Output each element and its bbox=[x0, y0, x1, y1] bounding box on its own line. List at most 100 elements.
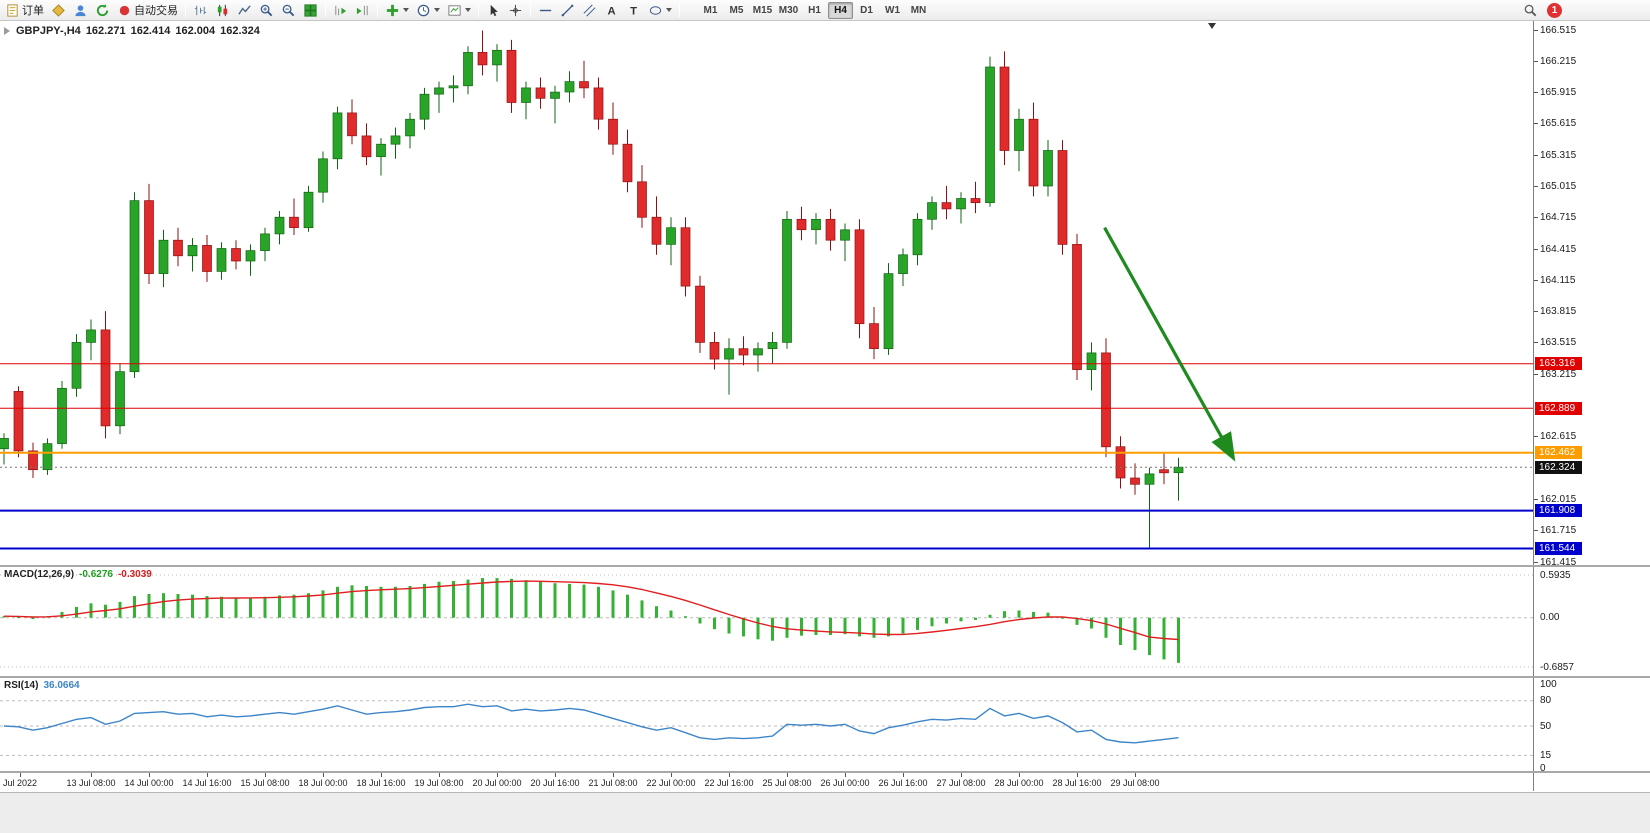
timeframe-button-mn[interactable]: MN bbox=[906, 2, 931, 19]
timeframe-button-h1[interactable]: H1 bbox=[802, 2, 827, 19]
timeframe-button-h4[interactable]: H4 bbox=[828, 1, 853, 19]
time-axis-label: 14 Jul 00:00 bbox=[124, 778, 174, 788]
price-axis-tick bbox=[1534, 154, 1538, 156]
timeframe-button-w1[interactable]: W1 bbox=[880, 2, 905, 19]
price-axis-tick bbox=[1534, 29, 1538, 31]
rsi-chart bbox=[0, 700, 1533, 756]
cursor-tool-button[interactable] bbox=[483, 1, 504, 19]
auto-trading-button[interactable]: 自动交易 bbox=[114, 1, 181, 19]
shapes-icon bbox=[648, 3, 663, 18]
time-axis-label: 18 Jul 00:00 bbox=[298, 778, 348, 788]
time-axis-tick bbox=[323, 773, 324, 777]
quote-low: 162.004 bbox=[175, 25, 216, 37]
panel-separator[interactable] bbox=[0, 771, 1650, 773]
macd-axis-label: 0.00 bbox=[1540, 612, 1560, 624]
shapes-tool-button[interactable] bbox=[645, 1, 675, 19]
time-axis-tick bbox=[961, 773, 962, 777]
toolbar-separator bbox=[377, 3, 378, 17]
dropdown-caret-icon bbox=[434, 8, 440, 12]
rsi-axis-label: 100 bbox=[1540, 678, 1557, 690]
refresh-button[interactable] bbox=[92, 1, 113, 19]
horizontal-line-icon bbox=[538, 3, 553, 18]
zoom-in-icon bbox=[259, 3, 274, 18]
price-axis-tick bbox=[1534, 217, 1538, 219]
profile-button[interactable] bbox=[70, 1, 91, 19]
panel-separator[interactable] bbox=[0, 565, 1650, 567]
rsi-panel[interactable]: RSI(14) 36.0664 bbox=[0, 678, 1533, 771]
time-axis-tick bbox=[91, 773, 92, 777]
indicators-button[interactable] bbox=[382, 1, 412, 19]
search-button[interactable] bbox=[1520, 1, 1541, 19]
candlestick-chart bbox=[0, 30, 1533, 550]
price-axis-label: 164.115 bbox=[1540, 274, 1576, 286]
time-axis[interactable]: Jul 2022 13 Jul 08:00 14 Jul 00:00 14 Jul 1… bbox=[0, 773, 1533, 791]
price-axis-label: 162.615 bbox=[1540, 431, 1577, 443]
price-axis-tick bbox=[1534, 186, 1538, 187]
down-arrow-annotation bbox=[1103, 226, 1236, 462]
timeframe-button-m15[interactable]: M15 bbox=[750, 2, 775, 19]
time-axis-label: Jul 2022 bbox=[2, 778, 38, 788]
chart-shift-button[interactable] bbox=[352, 1, 373, 19]
auto-scroll-button[interactable] bbox=[330, 1, 351, 19]
templates-button[interactable] bbox=[444, 1, 474, 19]
price-axis-label: 165.015 bbox=[1540, 181, 1577, 192]
price-axis-label: 164.715 bbox=[1540, 212, 1577, 224]
search-icon bbox=[1523, 3, 1538, 18]
notification-badge[interactable]: 1 bbox=[1547, 2, 1562, 18]
window-bottom-area bbox=[0, 792, 1650, 833]
price-level-badge: 161.544 bbox=[1535, 542, 1582, 555]
text-label-tool-button[interactable]: T bbox=[623, 1, 644, 19]
trendline-icon bbox=[560, 3, 575, 18]
time-axis-label: 22 Jul 00:00 bbox=[646, 778, 696, 788]
periods-button[interactable] bbox=[413, 1, 443, 19]
rsi-axis-label: 15 bbox=[1540, 749, 1552, 761]
rsi-axis-label: 50 bbox=[1540, 720, 1552, 732]
text-tool-button[interactable]: A bbox=[601, 1, 622, 19]
timeframe-button-m30[interactable]: M30 bbox=[776, 2, 801, 19]
time-axis-label: 20 Jul 16:00 bbox=[530, 778, 580, 788]
price-axis-label: 165.915 bbox=[1540, 87, 1577, 99]
zoom-out-button[interactable] bbox=[278, 1, 299, 19]
symbol-quote: GBPJPY-,H4 162.271 162.414 162.004 162.3… bbox=[16, 25, 260, 37]
timeframe-button-m1[interactable]: M1 bbox=[698, 2, 723, 19]
toolbar-right-group: 1 bbox=[1520, 1, 1562, 19]
new-order-button[interactable]: 订单 bbox=[2, 1, 47, 19]
candlestick-chart-button[interactable] bbox=[212, 1, 233, 19]
time-axis-tick bbox=[149, 773, 150, 777]
price-axis-tick bbox=[1534, 123, 1538, 125]
channel-tool-button[interactable] bbox=[579, 1, 600, 19]
tile-windows-button[interactable] bbox=[300, 1, 321, 19]
svg-text:T: T bbox=[630, 5, 637, 17]
main-chart-panel[interactable]: GBPJPY-,H4 162.271 162.414 162.004 162.3… bbox=[0, 22, 1533, 565]
macd-axis-label: -0.6857 bbox=[1540, 661, 1574, 673]
macd-panel[interactable]: MACD(12,26,9) -0.6276 -0.3039 bbox=[0, 567, 1533, 676]
refresh-icon bbox=[95, 3, 110, 18]
panel-separator[interactable] bbox=[0, 676, 1650, 678]
price-axis-tick bbox=[1534, 561, 1538, 563]
zoom-in-button[interactable] bbox=[256, 1, 277, 19]
timeframe-button-d1[interactable]: D1 bbox=[854, 2, 879, 19]
price-axis-tick bbox=[1534, 373, 1538, 375]
market-watch-icon bbox=[51, 3, 66, 18]
timeframe-button-m5[interactable]: M5 bbox=[724, 2, 749, 19]
bar-chart-button[interactable] bbox=[190, 1, 211, 19]
price-axis-tick bbox=[1534, 248, 1538, 250]
market-watch-button[interactable] bbox=[48, 1, 69, 19]
time-axis-label: 13 Jul 08:00 bbox=[66, 778, 116, 788]
crosshair-tool-button[interactable] bbox=[505, 1, 526, 19]
trendline-tool-button[interactable] bbox=[557, 1, 578, 19]
one-click-trading-toggle[interactable] bbox=[4, 27, 10, 35]
price-level-badge: 161.908 bbox=[1535, 504, 1582, 518]
text-t-icon: T bbox=[626, 3, 641, 18]
price-axis[interactable]: 166.515 166.215 165.915 165.615 165.315 165.0… bbox=[1534, 21, 1650, 791]
price-axis-tick bbox=[1534, 311, 1538, 313]
line-chart-button[interactable] bbox=[234, 1, 255, 19]
price-axis-tick bbox=[1534, 279, 1538, 281]
horizontal-line-tool-button[interactable] bbox=[535, 1, 556, 19]
price-axis-tick bbox=[1534, 530, 1538, 532]
chart-shift-marker[interactable] bbox=[1208, 23, 1216, 29]
profile-icon bbox=[73, 3, 88, 18]
toolbar-separator bbox=[530, 3, 531, 17]
auto-trading-icon bbox=[117, 3, 132, 18]
price-axis-tick bbox=[1534, 436, 1538, 438]
